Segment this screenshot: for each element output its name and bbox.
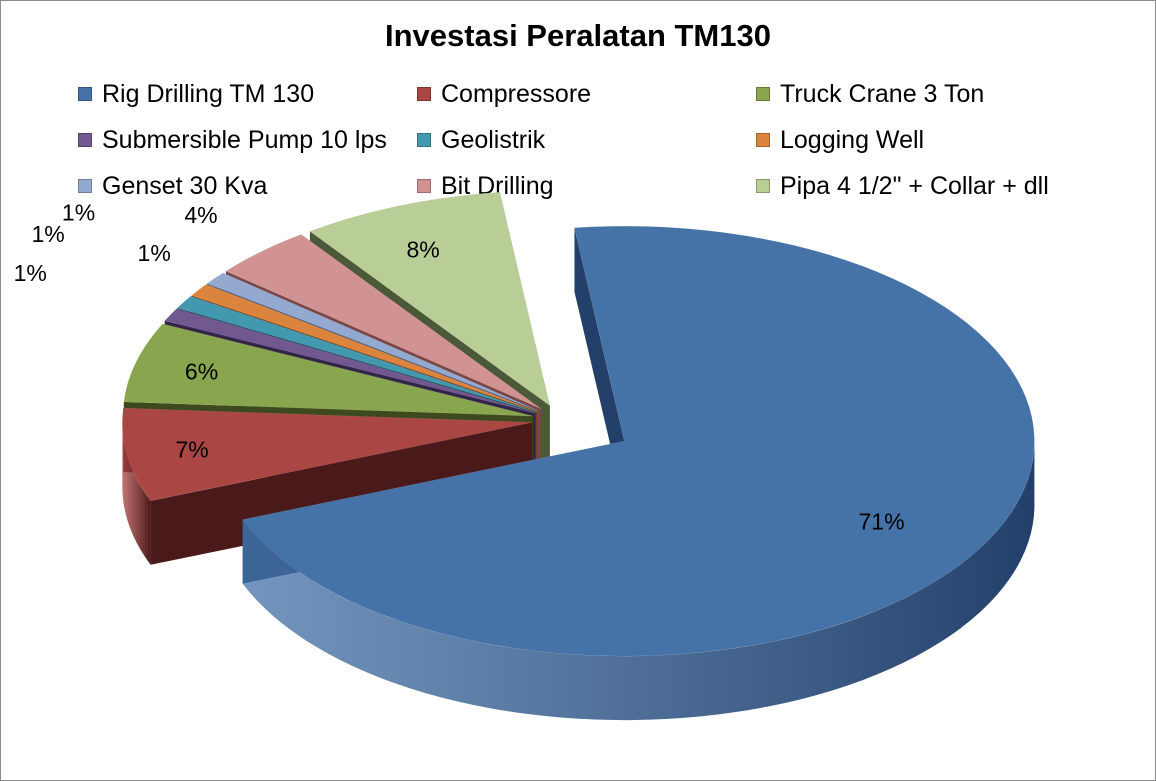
data-label: 4% <box>184 202 217 228</box>
legend-swatch <box>756 179 770 193</box>
legend-label: Rig Drilling TM 130 <box>102 79 315 108</box>
slice-top <box>206 272 539 411</box>
slice-top <box>190 284 537 412</box>
data-label: 7% <box>175 436 208 462</box>
data-label: 1% <box>14 260 47 286</box>
slice-inner-wall <box>574 227 625 506</box>
legend-item: Geolistrik <box>417 122 545 158</box>
legend-label: Pipa 4 1/2" + Collar + dll <box>780 171 1049 200</box>
slice-top <box>242 225 1035 657</box>
legend-item: Truck Crane 3 Ton <box>756 76 984 112</box>
data-labels: 71%7%6%1%1%1%1% 4%8% <box>14 199 905 534</box>
legend-item: Compressore <box>417 76 591 112</box>
data-label: 1% <box>31 221 64 247</box>
legend-swatch <box>78 133 92 147</box>
slice-outer-rim <box>242 441 1035 721</box>
slice-outer-rim <box>122 422 151 565</box>
legend-label: Genset 30 Kva <box>102 171 268 200</box>
legend-swatch <box>78 87 92 101</box>
data-label: 6% <box>185 359 218 385</box>
slice-top <box>122 407 533 502</box>
slice-top <box>225 234 542 409</box>
pie-slices <box>122 192 1035 721</box>
data-label: 1% <box>138 240 171 266</box>
slice-top <box>176 295 537 413</box>
legend-item: Pipa 4 1/2" + Collar + dll <box>756 168 1049 204</box>
slice-top <box>123 323 533 417</box>
pie-slice <box>242 225 1035 721</box>
legend-label: Geolistrik <box>441 125 546 154</box>
legend-label: Submersible Pump 10 lps <box>102 125 387 154</box>
legend-swatch <box>417 133 431 147</box>
legend-swatch <box>756 87 770 101</box>
data-label: 8% <box>406 237 439 263</box>
legend-label: Compressore <box>441 79 592 108</box>
legend-item: Genset 30 Kva <box>78 168 267 204</box>
legend-item: Rig Drilling TM 130 <box>78 76 314 112</box>
legend-label: Logging Well <box>780 125 925 154</box>
legend-label: Truck Crane 3 Ton <box>780 79 985 108</box>
slice-top <box>164 308 536 414</box>
legend-item: Submersible Pump 10 lps <box>78 122 387 158</box>
legend-swatch <box>756 133 770 147</box>
data-label: 71% <box>858 508 904 534</box>
legend-item: Logging Well <box>756 122 924 158</box>
slice-top <box>309 192 551 407</box>
legend-swatch <box>417 179 431 193</box>
legend-swatch <box>78 179 92 193</box>
legend-swatch <box>417 87 431 101</box>
chart-title: Investasi Peralatan TM130 <box>385 18 771 53</box>
data-label: 1% <box>62 199 95 225</box>
